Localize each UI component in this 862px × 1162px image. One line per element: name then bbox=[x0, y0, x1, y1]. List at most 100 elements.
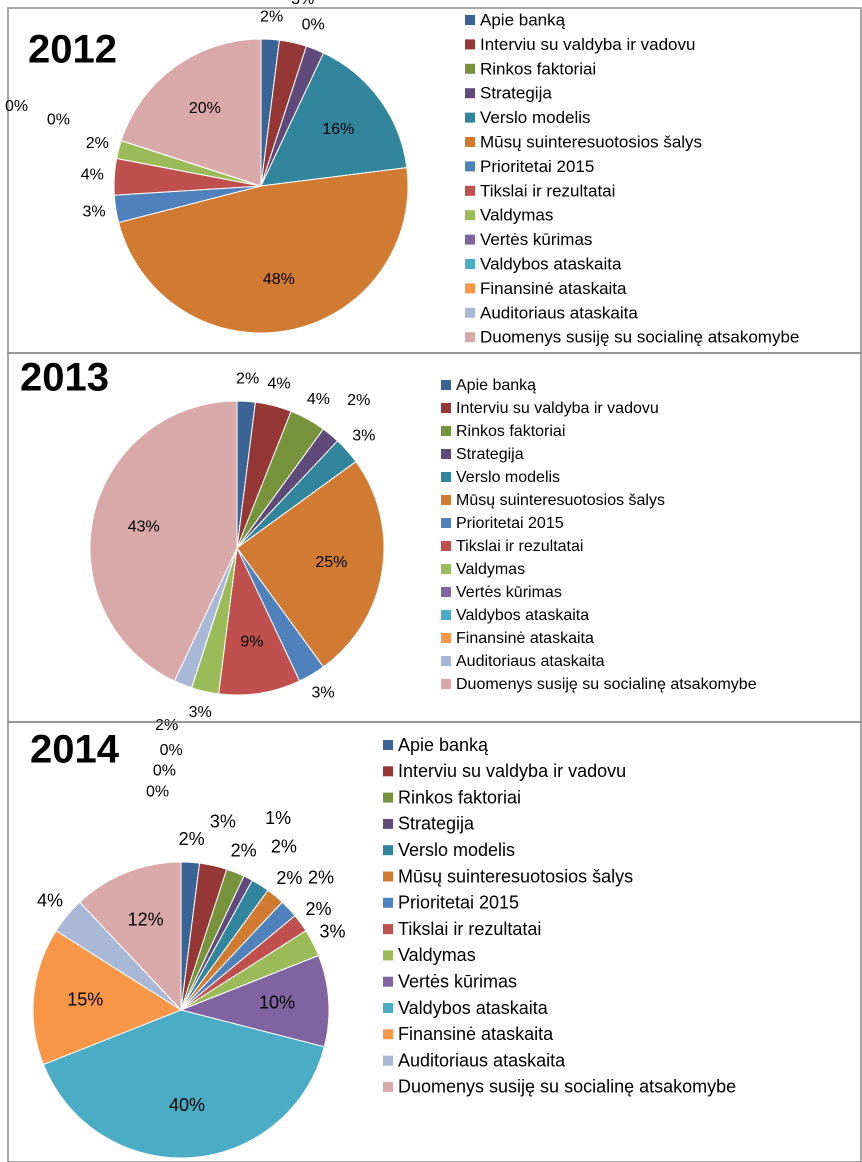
data-label: 0% bbox=[47, 111, 70, 128]
data-label: 3% bbox=[210, 811, 236, 831]
data-label: 15% bbox=[67, 990, 103, 1010]
legend-swatch bbox=[383, 766, 393, 777]
data-label: 0% bbox=[153, 763, 176, 780]
legend-label: Mūsų suinteresuotosios šalys bbox=[398, 866, 633, 886]
chart-title: 2012 bbox=[28, 28, 117, 72]
legend-swatch bbox=[383, 897, 393, 908]
legend-swatch bbox=[441, 633, 451, 643]
data-label: 3% bbox=[311, 685, 334, 702]
legend-swatch bbox=[383, 1029, 393, 1040]
legend-swatch bbox=[383, 818, 393, 829]
legend-label: Interviu su valdyba ir vadovu bbox=[480, 35, 695, 54]
data-label: 2% bbox=[306, 899, 332, 919]
legend-label: Finansinė ataskaita bbox=[398, 1024, 554, 1044]
data-label: 10% bbox=[259, 993, 295, 1013]
legend-label: Tikslai ir rezultatai bbox=[456, 538, 583, 555]
pie-slice bbox=[32, 930, 183, 1066]
pie-slice bbox=[179, 954, 330, 1048]
data-label: 2% bbox=[231, 841, 257, 861]
legend-label: Auditoriaus ataskaita bbox=[398, 1050, 566, 1070]
legend-label: Duomenys susiję su socialinę atsakomybe bbox=[456, 676, 757, 693]
data-label: 2% bbox=[179, 829, 205, 849]
data-label: 4% bbox=[267, 376, 290, 393]
legend-label: Valdymas bbox=[456, 561, 525, 578]
data-label: 2% bbox=[347, 392, 370, 409]
data-label: 0% bbox=[146, 784, 169, 801]
legend-swatch bbox=[465, 332, 475, 343]
legend-label: Verslo modelis bbox=[480, 108, 591, 127]
pie-slice bbox=[42, 1009, 325, 1159]
legend-swatch bbox=[383, 740, 393, 750]
data-label: 2% bbox=[276, 868, 302, 888]
data-label: 3% bbox=[83, 204, 106, 221]
legend-label: Finansinė ataskaita bbox=[480, 279, 627, 298]
legend-swatch bbox=[441, 495, 451, 505]
legend-swatch bbox=[383, 871, 393, 882]
legend-swatch bbox=[383, 1003, 393, 1013]
legend-label: Apie banką bbox=[456, 377, 536, 394]
legend-swatch bbox=[383, 950, 393, 961]
legend-label: Vertės kūrimas bbox=[480, 230, 592, 249]
data-label: 4% bbox=[81, 167, 104, 184]
legend-swatch bbox=[383, 924, 393, 935]
data-label: 1% bbox=[265, 808, 291, 828]
legend-label: Prioritetai 2015 bbox=[480, 157, 594, 176]
legend-label: Rinkos faktoriai bbox=[398, 787, 521, 807]
data-label: 43% bbox=[128, 518, 160, 535]
data-label: 0% bbox=[302, 16, 325, 33]
legend-swatch bbox=[441, 564, 451, 574]
legend-label: Apie banką bbox=[480, 10, 566, 29]
legend-label: Valdybos ataskaita bbox=[456, 607, 589, 624]
legend-swatch bbox=[465, 307, 475, 318]
legend-swatch bbox=[441, 541, 451, 551]
panel-frame bbox=[7, 721, 862, 1162]
legend-swatch bbox=[465, 283, 475, 294]
legend-label: Interviu su valdyba ir vadovu bbox=[398, 761, 626, 781]
legend-label: Prioritetai 2015 bbox=[398, 893, 519, 913]
legend-label: Vertės kūrimas bbox=[398, 971, 517, 991]
pie-slice bbox=[236, 460, 385, 668]
legend-swatch bbox=[441, 656, 451, 666]
legend-swatch bbox=[441, 518, 451, 528]
legend-swatch bbox=[465, 39, 475, 50]
legend-swatch bbox=[383, 976, 393, 987]
legend-label: Verslo modelis bbox=[398, 840, 515, 860]
pie-slice bbox=[118, 167, 409, 334]
legend-label: Mūsų suinteresuotosios šalys bbox=[480, 132, 702, 151]
legend-swatch bbox=[465, 137, 475, 147]
data-label: 48% bbox=[263, 271, 295, 288]
legend-label: Auditoriaus ataskaita bbox=[480, 303, 638, 322]
pie-slice bbox=[78, 861, 182, 1012]
legend-label: Verslo modelis bbox=[456, 469, 560, 486]
data-label: 2% bbox=[86, 135, 109, 152]
data-label: 20% bbox=[189, 100, 221, 117]
legend-swatch bbox=[465, 88, 475, 99]
legend-swatch bbox=[383, 1081, 393, 1092]
legend-swatch bbox=[441, 472, 451, 482]
legend-label: Finansinė ataskaita bbox=[456, 630, 594, 647]
legend-label: Prioritetai 2015 bbox=[456, 515, 564, 532]
legend-swatch bbox=[383, 1055, 393, 1066]
data-label: 0% bbox=[5, 98, 28, 115]
data-label: 16% bbox=[322, 121, 354, 138]
legend-swatch bbox=[465, 15, 475, 25]
data-label: 2% bbox=[308, 867, 334, 887]
legend-label: Interviu su valdyba ir vadovu bbox=[456, 400, 659, 417]
pie-slice bbox=[120, 38, 262, 187]
legend-label: Valdymas bbox=[480, 206, 553, 225]
legend-label: Apie banką bbox=[398, 735, 489, 755]
legend-swatch bbox=[441, 449, 451, 459]
legend-swatch bbox=[441, 610, 451, 620]
legend-swatch bbox=[465, 185, 475, 196]
data-label: 3% bbox=[291, 0, 314, 8]
data-label: 25% bbox=[315, 554, 347, 571]
legend-label: Duomenys susiję su socialinę atsakomybe bbox=[480, 328, 799, 347]
data-label: 4% bbox=[37, 890, 63, 910]
data-label: 3% bbox=[319, 922, 345, 942]
legend-label: Mūsų suinteresuotosios šalys bbox=[456, 492, 665, 509]
legend-swatch bbox=[465, 161, 475, 172]
legend-swatch bbox=[465, 210, 475, 221]
legend-swatch bbox=[441, 587, 451, 597]
legend-label: Valdybos ataskaita bbox=[398, 998, 549, 1018]
